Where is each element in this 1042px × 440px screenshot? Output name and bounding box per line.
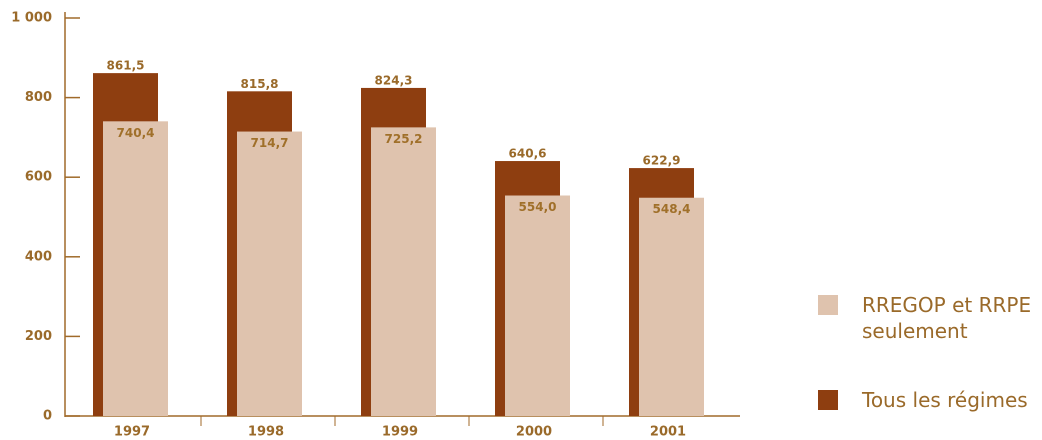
- bar: [103, 121, 168, 416]
- legend-label: Tous les régimes: [862, 388, 1028, 412]
- y-tick-label: 0: [43, 409, 52, 424]
- value-label: 861,5: [107, 59, 145, 73]
- value-label: 725,2: [385, 132, 423, 146]
- value-label: 815,8: [241, 77, 279, 91]
- legend-swatch: [818, 295, 838, 315]
- x-tick-label: 1999: [382, 425, 418, 440]
- y-tick-label: 200: [25, 329, 52, 344]
- value-label: 740,4: [117, 126, 155, 140]
- value-label: 554,0: [519, 200, 557, 214]
- y-tick-label: 1 000: [11, 11, 52, 26]
- bar: [639, 197, 704, 416]
- legend-label: RREGOP et RRPE seulement: [862, 293, 1032, 343]
- y-tick-label: 400: [25, 249, 52, 264]
- value-label: 622,9: [643, 154, 681, 168]
- value-label: 714,7: [251, 136, 289, 150]
- legend-swatch: [818, 390, 838, 410]
- bar: [505, 195, 570, 416]
- value-label: 640,6: [509, 147, 547, 161]
- y-tick-label: 600: [25, 170, 52, 185]
- x-tick-label: 2000: [516, 425, 552, 440]
- bar: [237, 131, 302, 417]
- x-tick-label: 2001: [650, 425, 686, 440]
- x-tick-label: 1997: [114, 425, 150, 440]
- x-tick-label: 1998: [248, 425, 284, 440]
- value-label: 548,4: [653, 202, 691, 216]
- bar: [371, 127, 436, 417]
- value-label: 824,3: [375, 73, 413, 87]
- y-tick-label: 800: [25, 90, 52, 105]
